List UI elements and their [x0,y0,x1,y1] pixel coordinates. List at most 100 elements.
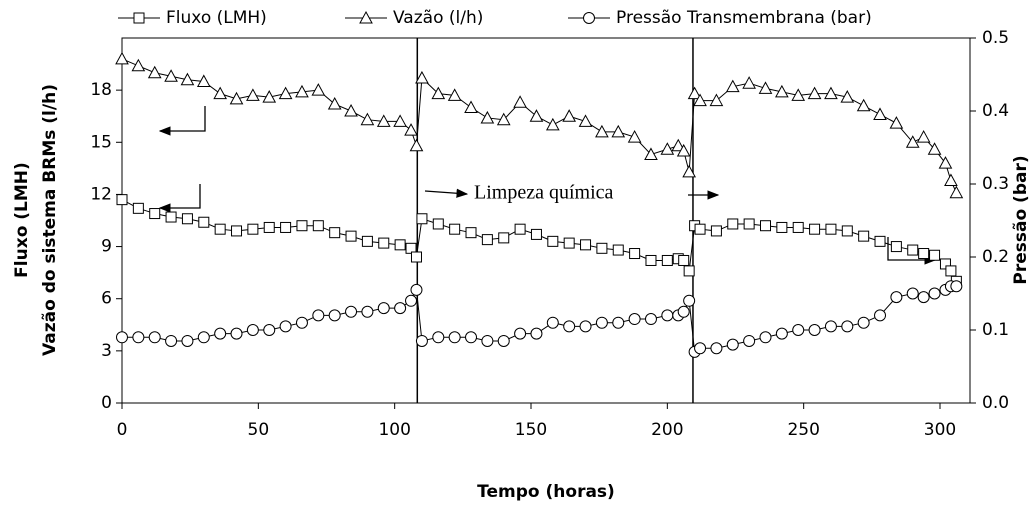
data-point [918,248,930,260]
data-point [694,342,707,355]
data-point [415,70,429,84]
data-point [890,241,902,253]
data-point [857,316,870,329]
data-point [727,218,739,230]
data-point [683,294,696,307]
data-point [759,331,772,344]
data-point [944,173,958,187]
legend-marker [359,10,373,24]
data-point [890,291,903,304]
x-tick-label: 50 [248,420,270,440]
series-line [122,285,957,353]
data-point [415,334,428,347]
data-point [312,309,325,322]
x-tick-label: 0 [117,420,128,440]
data-point [131,58,146,72]
arrow [424,188,469,198]
data-point [694,223,706,235]
data-point [841,320,854,333]
data-point [481,234,493,246]
data-point [682,164,696,178]
data-point [465,227,477,239]
y-tick-label: 15 [90,132,112,152]
data-point [775,84,789,98]
data-point [213,86,228,100]
data-point [345,230,357,242]
data-point [759,220,771,232]
data-point [345,305,358,318]
data-point [329,227,341,239]
data-point [480,110,495,124]
data-point [394,302,407,315]
data-point [628,313,641,326]
data-point [906,287,919,300]
data-point [644,313,657,326]
data-point [311,83,326,96]
data-point [449,223,461,235]
data-point [164,69,178,82]
data-point [595,316,608,329]
y-tick-label: 0 [101,393,112,413]
data-point [361,235,373,247]
data-point [874,235,886,247]
data-point [247,223,259,235]
x-tick-label: 250 [787,420,819,440]
data-point [612,244,624,256]
data-point [214,327,227,340]
data-point [725,79,740,93]
data-point [514,223,526,235]
data-point [530,228,542,240]
y-tick-label: 18 [90,80,112,100]
data-point [792,324,805,336]
data-point [465,331,478,344]
legend-marker [133,12,145,24]
data-point [432,218,444,230]
data-point [743,218,755,230]
y2-tick-label: 0.0 [982,393,1009,413]
data-point [148,331,161,344]
series-line [121,58,957,193]
data-point [580,239,592,251]
data-point [280,221,292,233]
data-point [431,86,446,100]
data-point [546,316,559,329]
x-tick-label: 300 [924,420,956,440]
data-point [776,221,788,233]
data-point [481,334,494,347]
data-point [644,147,658,160]
data-point [378,237,390,249]
data-point [596,242,608,254]
data-point [328,309,341,322]
data-point [246,88,260,101]
data-point [645,254,657,266]
data-point [950,280,963,293]
y2-tick-label: 0.1 [982,320,1009,340]
data-point [949,185,964,199]
data-point [742,76,756,89]
x-tick-label: 200 [651,420,683,440]
data-point [840,90,855,103]
data-point [905,135,920,148]
data-point [547,235,559,247]
data-point [595,124,609,138]
data-point [263,324,276,336]
data-point [263,221,275,233]
plot-frame [121,37,971,404]
data-point [295,84,309,98]
data-point [197,331,210,344]
data-point [198,216,210,228]
data-point [231,225,243,237]
data-point [578,114,593,127]
data-point [661,309,674,322]
data-point [671,138,686,152]
data-point [938,156,953,169]
data-point [448,331,461,344]
data-point [447,88,462,101]
data-point [678,254,690,266]
data-point [563,320,576,333]
data-point [807,86,822,100]
data-point [661,254,673,266]
data-point [927,142,942,155]
data-point [660,142,675,155]
